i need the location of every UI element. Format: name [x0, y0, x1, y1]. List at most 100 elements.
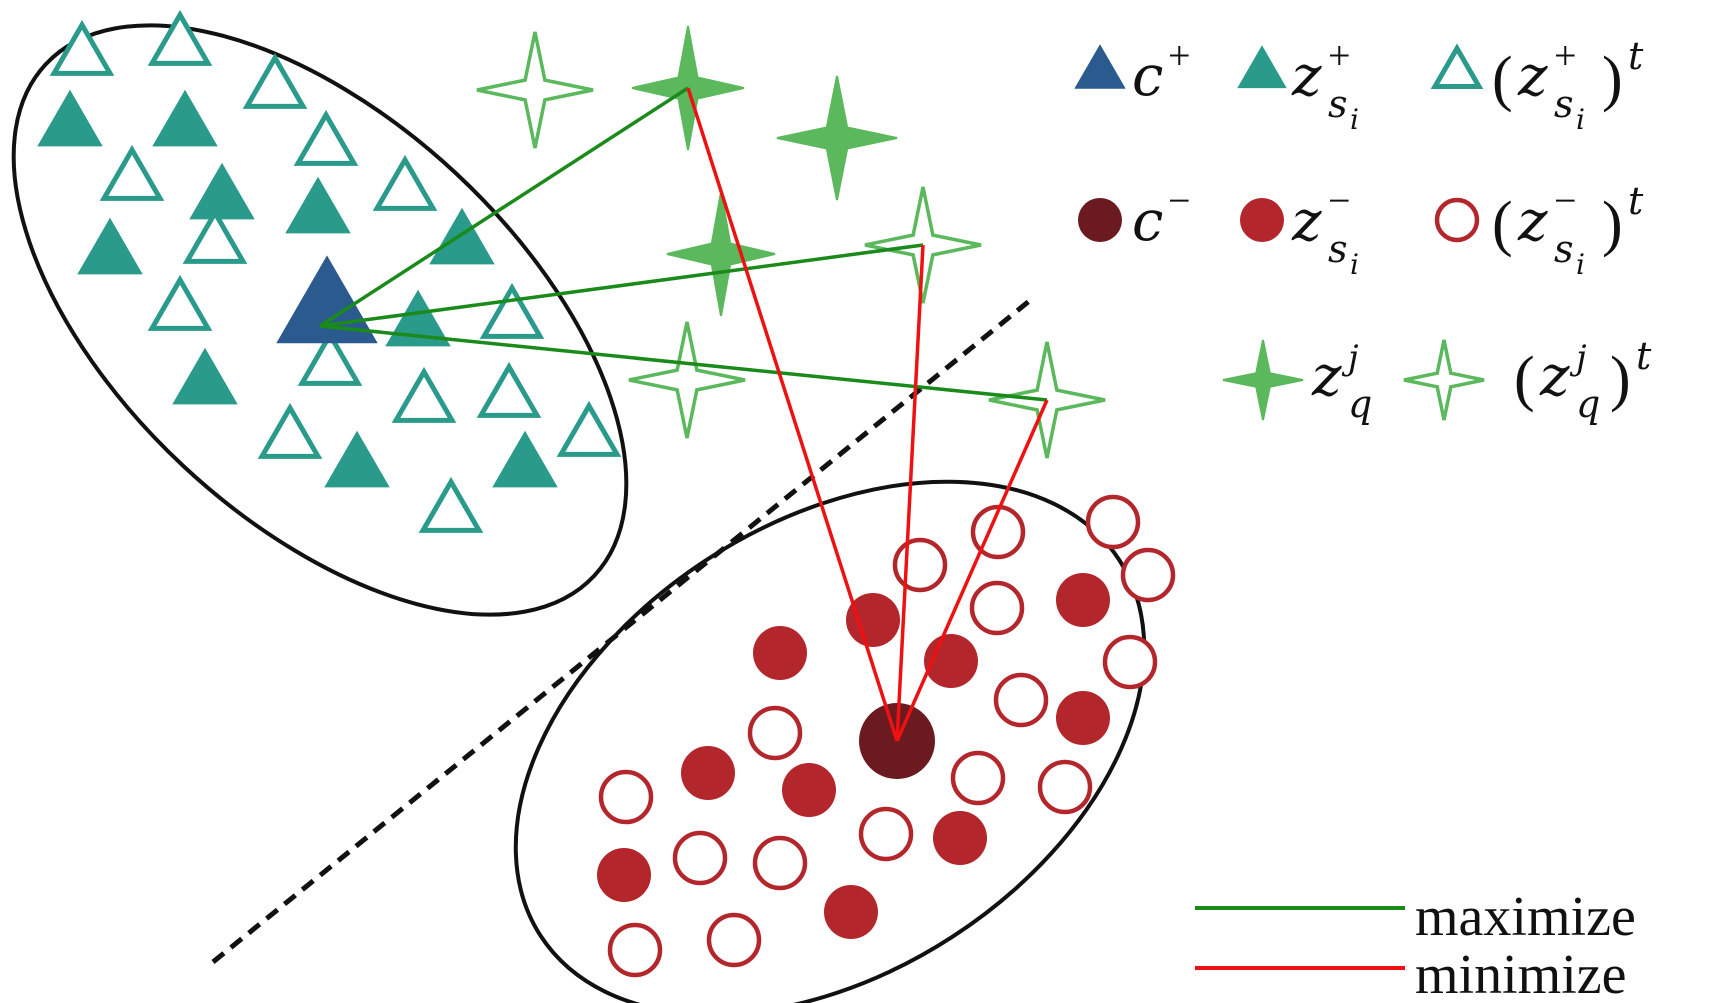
support-negative-circle: [1056, 691, 1110, 745]
legend-negative-transformed-label: (z −s i) t: [1492, 178, 1644, 281]
support-positive-transformed-triangle: [479, 282, 545, 339]
support-positive-triangle: [152, 89, 218, 147]
support-negative-transformed-circle: [969, 580, 1025, 636]
support-negative-circle: [597, 848, 651, 902]
legend-positive-prototype-icon: [1074, 44, 1126, 89]
support-negative-circle: [681, 746, 735, 800]
support-negative-circle: [824, 885, 878, 939]
paren-right: ): [1610, 345, 1631, 413]
support-positive-triangle: [385, 289, 451, 347]
symbol-outer-superscript: t: [1628, 179, 1644, 223]
support-negative-transformed-circle: [950, 750, 1006, 806]
support-negative-transformed-circle: [970, 504, 1026, 560]
support-positive-triangle: [492, 430, 558, 488]
support-positive-transformed-triangle: [182, 207, 248, 264]
legend-negative-support-icon: [1240, 198, 1284, 242]
symbol-subsubscript: i: [1350, 248, 1359, 281]
support-negative-circle: [933, 811, 987, 865]
support-negative-transformed-circle: [1102, 634, 1158, 690]
support-negative-transformed-circle: [858, 806, 914, 862]
support-positive-transformed-triangle: [147, 274, 213, 331]
symbol-superscript: j: [1341, 338, 1359, 378]
support-negative-circle: [753, 626, 807, 680]
support-positive-transformed-triangle: [391, 366, 457, 423]
support-positive-triangle: [285, 176, 351, 234]
support-negative-circle: [846, 593, 900, 647]
support-negative-transformed-circle: [993, 672, 1049, 728]
maximize-line: [319, 243, 924, 328]
support-positive-transformed-triangle: [147, 9, 213, 66]
support-positive-triangle: [172, 347, 238, 405]
minimize-line: [895, 244, 925, 742]
symbol-base: c: [1132, 189, 1163, 254]
legend-positive-prototype-label: c +: [1132, 33, 1191, 109]
decision-boundary: [211, 296, 1035, 964]
support-positive-triangle: [77, 217, 143, 275]
support-positive-triangle: [37, 89, 103, 147]
symbol-superscript: −: [1168, 178, 1191, 223]
support-negative-transformed-circle: [672, 830, 728, 886]
positive-cluster-ellipse: [11, 23, 629, 617]
symbol-base: c: [1132, 44, 1163, 109]
maximize-line: [319, 86, 689, 328]
support-positive-transformed-triangle: [418, 476, 484, 533]
negative-cluster-ellipse: [513, 479, 1147, 1003]
query-transformed-star: [476, 31, 594, 149]
symbol-subscript: s: [1554, 227, 1574, 271]
query-star: [666, 191, 776, 317]
support-positive-transformed-triangle: [297, 329, 363, 386]
support-negative-transformed-circle: [1085, 494, 1141, 550]
legend-negative-prototype-icon: [1078, 198, 1122, 242]
minimize-line: [895, 399, 1049, 742]
support-negative-transformed-circle: [892, 537, 948, 593]
symbol-subscript: s: [1328, 82, 1348, 126]
support-negative-circle: [782, 763, 836, 817]
support-negative-transformed-circle: [1037, 759, 1093, 815]
query-star: [776, 75, 898, 201]
legend-maximize-label: maximize: [1415, 886, 1636, 948]
legend-query-transformed-icon: [1403, 339, 1485, 421]
support-positive-transformed-triangle: [99, 144, 165, 201]
support-positive-triangle: [429, 207, 495, 265]
symbol-subsubscript: i: [1350, 103, 1359, 136]
symbol-base: z: [1291, 189, 1322, 254]
symbol-superscript: +: [1554, 33, 1577, 78]
support-positive-transformed-triangle: [476, 361, 542, 418]
paren-right: ): [1602, 190, 1623, 258]
symbol-subsubscript: i: [1576, 248, 1585, 281]
symbol-superscript: +: [1328, 33, 1351, 78]
legend-positive-support-icon: [1237, 45, 1287, 89]
symbol-superscript: −: [1554, 178, 1577, 223]
symbol-base: z: [1517, 44, 1548, 109]
support-positive-transformed-triangle: [293, 109, 359, 166]
symbol-base: z: [1291, 44, 1322, 109]
symbol-subscript: q: [1576, 382, 1600, 426]
legend-negative-prototype-label: c −: [1132, 178, 1191, 254]
paren-right: ): [1602, 45, 1623, 113]
support-positive-transformed-triangle: [242, 52, 308, 109]
paren-left: (: [1492, 45, 1513, 113]
legend-query-transformed-label: (z jq) t: [1514, 334, 1652, 426]
query-transformed-star: [628, 321, 746, 439]
support-negative-transformed-circle: [706, 912, 762, 968]
symbol-superscript: +: [1168, 33, 1191, 78]
legend-query-icon: [1222, 339, 1304, 421]
minimize-line: [686, 87, 899, 742]
symbol-outer-superscript: t: [1628, 34, 1644, 78]
symbol-base: z: [1539, 344, 1570, 409]
symbol-subscript: s: [1554, 82, 1574, 126]
legend-positive-transformed-icon: [1430, 43, 1484, 89]
symbol-base: z: [1311, 344, 1342, 409]
symbol-subscript: s: [1328, 227, 1348, 271]
symbol-superscript: j: [1569, 338, 1587, 378]
support-positive-transformed-triangle: [49, 19, 115, 76]
symbol-superscript: −: [1328, 178, 1351, 223]
support-positive-triangle: [189, 162, 255, 220]
paren-left: (: [1514, 345, 1535, 413]
symbol-outer-superscript: t: [1636, 334, 1652, 378]
paren-left: (: [1492, 190, 1513, 258]
support-negative-transformed-circle: [607, 922, 663, 978]
legend-query-label: z jq: [1311, 338, 1372, 426]
support-positive-transformed-triangle: [257, 402, 323, 459]
